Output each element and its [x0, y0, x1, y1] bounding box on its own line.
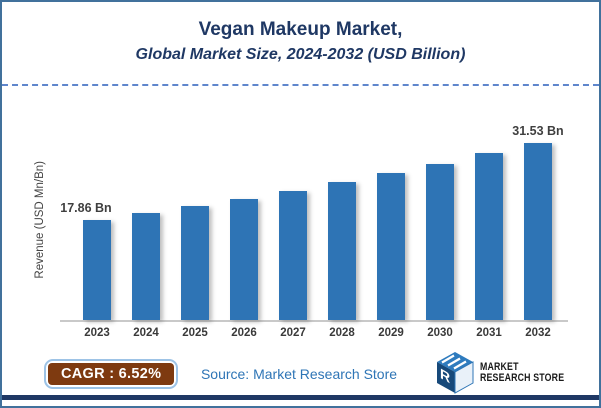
bar-2031 — [475, 153, 503, 320]
x-tick-2028: 2028 — [329, 327, 355, 339]
bar-2026 — [230, 198, 258, 320]
market-research-store-logo: R S MARKET RESEARCH STORE — [435, 351, 585, 394]
cagr-badge: CAGR : 6.52% — [44, 359, 179, 389]
chart-subtitle: Global Market Size, 2024-2032 (USD Billi… — [135, 46, 466, 63]
bar-2029 — [377, 173, 405, 320]
logo-wordmark: MARKET RESEARCH STORE — [480, 360, 565, 384]
bar-2025 — [181, 205, 209, 320]
bar-2032 — [524, 142, 552, 320]
x-tick-2029: 2029 — [378, 327, 404, 339]
bar-2027 — [279, 190, 307, 320]
x-tick-2025: 2025 — [182, 327, 208, 339]
bar-chart-plot-area: 17.86 Bn 2023 2024 2025 2026 2027 2028 2029 2030… — [60, 120, 568, 339]
x-tick-2027: 2027 — [280, 327, 306, 339]
source-attribution: Source: Market Research Store — [200, 366, 398, 382]
cagr-value: CAGR : 6.52% — [48, 363, 175, 385]
bar-value-label-2023: 17.86 Bn — [60, 200, 112, 215]
bar-2024 — [132, 212, 160, 320]
x-tick-2023: 2023 — [84, 327, 110, 339]
y-axis-title: Revenue (USD Mn/Bn) — [32, 120, 48, 320]
x-tick-2024: 2024 — [133, 327, 159, 339]
mrs-cube-logo-icon: R S — [437, 352, 474, 394]
chart-title: Vegan Makeup Market, — [198, 19, 403, 40]
x-tick-2031: 2031 — [476, 327, 502, 339]
y-axis-title-text: Revenue (USD Mn/Bn) — [34, 161, 46, 279]
x-tick-2026: 2026 — [231, 327, 257, 339]
svg-text:R: R — [440, 366, 450, 388]
logo-line-2: RESEARCH STORE — [480, 371, 565, 384]
chart-header: Vegan Makeup Market, Global Market Size,… — [2, 16, 599, 67]
bar-2030 — [426, 163, 454, 320]
bar-2023 — [83, 219, 111, 320]
bar-value-label-2032: 31.53 Bn — [512, 123, 564, 138]
bar-2028 — [328, 182, 356, 320]
logo-line-1: MARKET — [480, 360, 519, 373]
x-tick-2030: 2030 — [427, 327, 453, 339]
header-divider — [2, 84, 599, 86]
bottom-accent-rule — [2, 395, 599, 400]
x-tick-2032: 2032 — [525, 327, 551, 339]
